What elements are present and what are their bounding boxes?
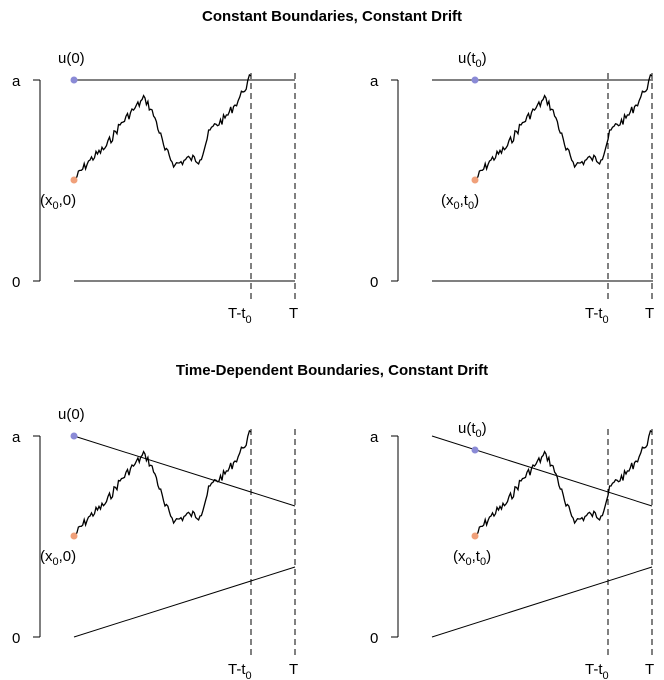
section-title-time-dependent: Time-Dependent Boundaries, Constant Drif… [175, 362, 489, 379]
sample-path [474, 429, 653, 537]
y-label-a: a [370, 429, 379, 446]
boundary-label: u(0) [58, 406, 85, 423]
lower-boundary [73, 566, 296, 638]
t-end-label: T [289, 661, 298, 678]
sample-path [474, 73, 653, 181]
y-label-0: 0 [370, 274, 378, 291]
boundary-start-dot [70, 76, 78, 84]
start-point-label: (x0,t0) [441, 192, 479, 212]
start-point-label: (x0,t0) [453, 548, 491, 568]
start-point-label: (x0,0) [40, 192, 76, 212]
panel-top-right: a 0 u(t0) (x0,t0) T-t0 T [370, 50, 654, 326]
y-label-0: 0 [370, 630, 378, 647]
start-point-dot [471, 176, 479, 184]
panel-top-left: a 0 u(0) (x0,0) T-t0 T [12, 50, 298, 326]
boundary-label: u(t0) [458, 420, 487, 440]
t-end-label: T [289, 305, 298, 322]
t-minus-t0-label: T-t0 [228, 661, 252, 680]
panel-bottom-right: a 0 u(t0) (x0,t0) T-t0 T [370, 420, 654, 680]
start-point-dot [471, 532, 479, 540]
boundary-start-dot [471, 76, 479, 84]
t-end-label: T [645, 661, 654, 678]
upper-boundary [73, 435, 296, 507]
lower-boundary [431, 566, 653, 638]
panel-bottom-left: a 0 u(0) (x0,0) T-t0 T [12, 406, 298, 680]
y-label-a: a [12, 429, 21, 446]
y-label-0: 0 [12, 274, 20, 291]
sample-path [73, 429, 252, 537]
t-minus-t0-label: T-t0 [228, 305, 252, 326]
section-title-constant: Constant Boundaries, Constant Drift [201, 8, 462, 25]
sample-path [73, 73, 252, 181]
boundary-label: u(t0) [458, 50, 487, 70]
start-point-dot [70, 176, 78, 184]
y-label-a: a [12, 73, 21, 90]
boundary-start-dot [471, 446, 479, 454]
upper-boundary [431, 435, 653, 507]
t-end-label: T [645, 305, 654, 322]
start-point-dot [70, 532, 78, 540]
y-label-a: a [370, 73, 379, 90]
boundary-label: u(0) [58, 50, 85, 67]
y-label-0: 0 [12, 630, 20, 647]
t-minus-t0-label: T-t0 [585, 661, 609, 680]
boundary-start-dot [70, 432, 78, 440]
t-minus-t0-label: T-t0 [585, 305, 609, 326]
start-point-label: (x0,0) [40, 548, 76, 568]
